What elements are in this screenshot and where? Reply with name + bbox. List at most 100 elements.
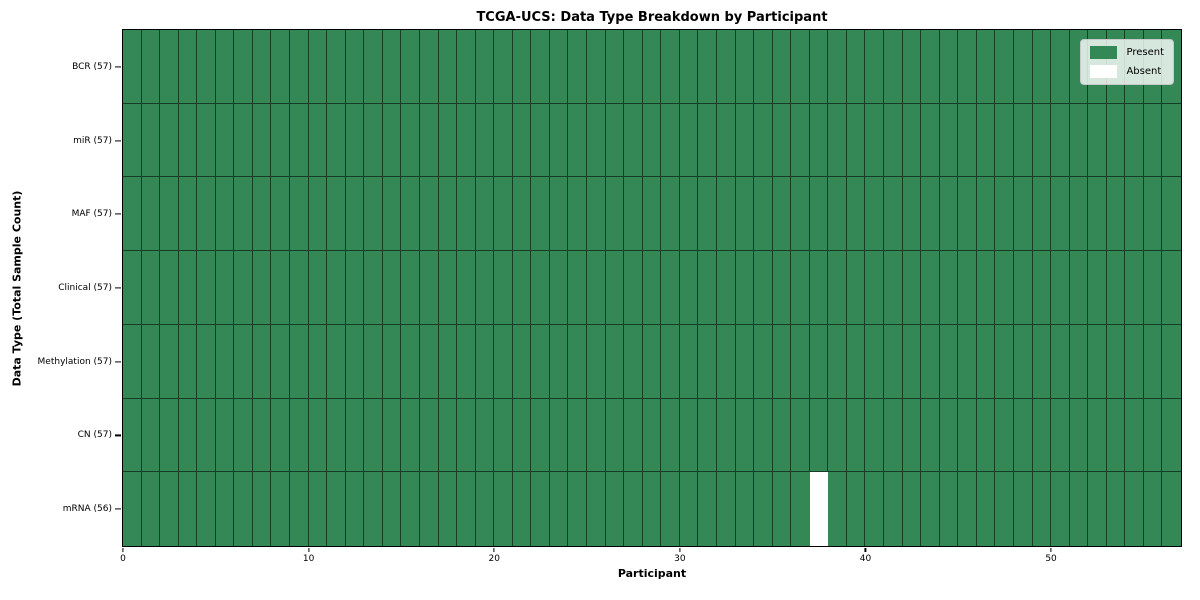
heatmap-cell (735, 103, 755, 178)
heatmap-cell (271, 177, 291, 252)
heatmap-cell (624, 103, 643, 178)
heatmap-cell (587, 324, 606, 399)
heatmap-cell (568, 251, 588, 325)
heatmap-cell (160, 103, 179, 178)
legend-label-present: Present (1126, 47, 1164, 58)
heatmap-cell (549, 251, 569, 325)
heatmap-cell (605, 398, 625, 473)
heatmap-cell (587, 177, 606, 252)
heatmap-cell (995, 30, 1014, 104)
heatmap-cell (679, 30, 699, 104)
heatmap-cell (1106, 398, 1126, 473)
heatmap-cell (772, 251, 792, 325)
heatmap-cell (271, 398, 291, 473)
heatmap-cell (252, 177, 272, 252)
heatmap-cell (1013, 30, 1033, 104)
heatmap-cell (327, 324, 346, 399)
heatmap-cell (754, 398, 773, 473)
heatmap-cell (754, 251, 773, 325)
heatmap-cell (1051, 251, 1070, 325)
heatmap-cell (531, 177, 550, 252)
heatmap-cell (290, 472, 309, 546)
heatmap-cell (1088, 398, 1107, 473)
heatmap-cell (809, 398, 829, 473)
heatmap-cell (475, 251, 495, 325)
heatmap-cell (531, 324, 550, 399)
heatmap-cell (884, 324, 903, 399)
heatmap-cell (234, 398, 253, 473)
heatmap-cell (1069, 398, 1089, 473)
heatmap-cell (828, 103, 847, 178)
heatmap-cell (401, 251, 420, 325)
heatmap-cell (698, 472, 717, 546)
heatmap-cell (215, 30, 235, 104)
heatmap-cell (828, 472, 847, 546)
heatmap-cell (327, 103, 346, 178)
heatmap-cell (234, 177, 253, 252)
x-tick-label: 20 (488, 554, 500, 564)
heatmap-cell (1088, 177, 1107, 252)
heatmap-cell (382, 251, 402, 325)
heatmap-cell (1106, 324, 1126, 399)
heatmap-cell (494, 472, 513, 546)
heatmap-cell (531, 251, 550, 325)
heatmap-cell (178, 30, 198, 104)
heatmap-cell (1088, 472, 1107, 546)
heatmap-cell (865, 251, 885, 325)
heatmap-cell (475, 177, 495, 252)
heatmap-cell (624, 398, 643, 473)
heatmap-cell (809, 30, 829, 104)
heatmap-cell (123, 398, 142, 473)
heatmap-cell (716, 251, 736, 325)
heatmap-cell (679, 472, 699, 546)
heatmap-cell (587, 103, 606, 178)
heatmap-cell (345, 472, 365, 546)
heatmap-cell (1162, 472, 1181, 546)
heatmap-cell (735, 251, 755, 325)
heatmap-cell (308, 103, 328, 178)
heatmap-cell (123, 177, 142, 252)
heatmap-cell (215, 251, 235, 325)
heatmap-cell (661, 251, 680, 325)
heatmap-cell (290, 103, 309, 178)
heatmap-cell (364, 324, 383, 399)
heatmap-cell (642, 251, 662, 325)
heatmap-cell (735, 324, 755, 399)
heatmap-cell (846, 177, 866, 252)
heatmap-cell (531, 103, 550, 178)
heatmap-cell (884, 177, 903, 252)
heatmap-cell (772, 30, 792, 104)
heatmap-cell (160, 398, 179, 473)
heatmap-cell (308, 251, 328, 325)
heatmap-cell (160, 324, 179, 399)
heatmap-cell (679, 177, 699, 252)
heatmap-cell (976, 251, 996, 325)
x-axis-label: Participant (617, 567, 687, 580)
heatmap-cell (568, 472, 588, 546)
heatmap-cell (178, 251, 198, 325)
heatmap-cell (1125, 177, 1144, 252)
heatmap-cell (1069, 251, 1089, 325)
y-tick-label: mRNA (56) (62, 504, 112, 515)
heatmap-cell (791, 177, 810, 252)
y-tick-mark (115, 434, 121, 437)
heatmap-cell (958, 472, 977, 546)
heatmap-cell (921, 30, 940, 104)
heatmap-cell (252, 30, 272, 104)
heatmap-cell (939, 251, 959, 325)
heatmap-cell (605, 177, 625, 252)
heatmap-cell (401, 30, 420, 104)
heatmap-cell (754, 30, 773, 104)
heatmap-cell (123, 324, 142, 399)
heatmap-plot: BCR (57) miR (57) MAF (57) Clinical (57) Met… (38, 29, 1182, 564)
heatmap-cell (661, 472, 680, 546)
heatmap-cell (716, 472, 736, 546)
heatmap-cell (419, 103, 439, 178)
heatmap-cell (716, 30, 736, 104)
heatmap-cell (995, 472, 1014, 546)
heatmap-cell (716, 324, 736, 399)
heatmap-cell (1051, 30, 1070, 104)
heatmap-cell (1032, 103, 1052, 178)
heatmap-cell (809, 472, 829, 546)
heatmap-cell (976, 398, 996, 473)
